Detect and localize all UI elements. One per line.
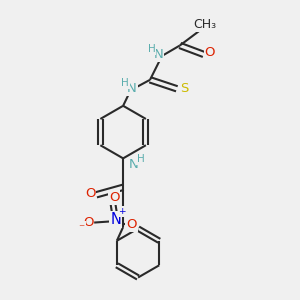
Text: N: N <box>154 48 163 61</box>
Text: +: + <box>118 207 126 216</box>
Text: O: O <box>85 187 95 200</box>
Text: S: S <box>180 82 188 95</box>
Text: CH₃: CH₃ <box>194 18 217 31</box>
Text: H: H <box>136 154 144 164</box>
Text: O: O <box>83 216 93 229</box>
Text: ⁻: ⁻ <box>79 222 85 235</box>
Text: O: O <box>109 191 119 204</box>
Text: H: H <box>148 44 155 54</box>
Text: H: H <box>121 78 129 88</box>
Text: O: O <box>126 218 137 231</box>
Text: O: O <box>205 46 215 59</box>
Text: N: N <box>129 158 139 171</box>
Text: N: N <box>110 212 121 227</box>
Text: N: N <box>127 82 137 95</box>
